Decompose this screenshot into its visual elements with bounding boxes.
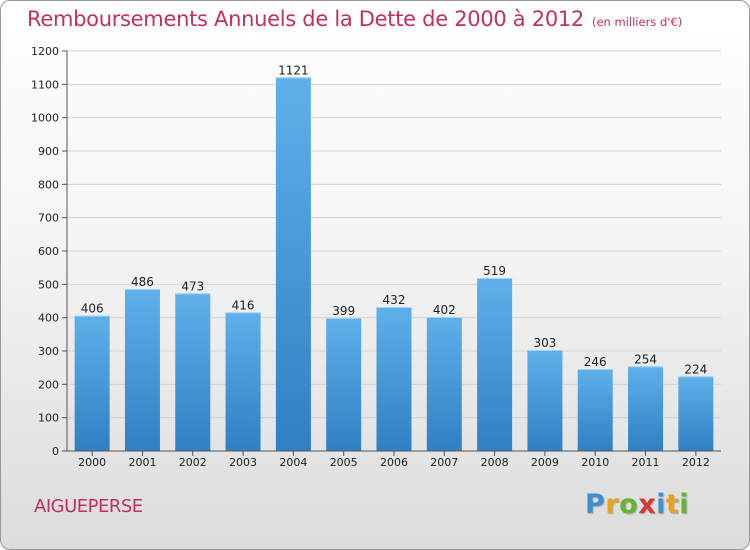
x-tick-label: 2011 <box>632 456 660 469</box>
bar-value-label: 402 <box>433 303 456 317</box>
bar[interactable] <box>628 366 664 451</box>
logo-letter: r <box>605 489 620 520</box>
bar-value-label: 246 <box>584 355 607 369</box>
bar-value-label: 473 <box>181 279 204 293</box>
bar[interactable] <box>678 376 714 451</box>
y-tick-label: 100 <box>38 412 59 425</box>
logo-letter: i <box>679 489 690 520</box>
y-tick-label: 1000 <box>31 112 59 125</box>
x-tick-label: 2000 <box>78 456 106 469</box>
bar-value-label: 416 <box>232 298 255 312</box>
commune-name: AIGUEPERSE <box>34 496 143 517</box>
bar[interactable] <box>477 278 513 451</box>
bar-value-label: 406 <box>81 302 104 316</box>
x-tick-label: 2010 <box>581 456 609 469</box>
logo-letter: i <box>656 489 666 520</box>
x-tick-label: 2012 <box>682 456 710 469</box>
axes <box>62 50 721 456</box>
chart-title: Remboursements Annuels de la Dette de 20… <box>27 7 682 31</box>
y-tick-label: 800 <box>38 178 59 191</box>
logo-letter: x <box>638 489 657 520</box>
bar[interactable] <box>124 289 160 451</box>
y-tick-label: 0 <box>52 445 59 458</box>
bar-value-label: 1121 <box>278 63 309 77</box>
x-tick-label: 2001 <box>128 456 156 469</box>
bar-value-label: 254 <box>634 352 657 366</box>
bars <box>74 77 714 451</box>
bar[interactable] <box>275 77 311 451</box>
bar[interactable] <box>376 307 412 451</box>
bar[interactable] <box>326 318 362 451</box>
y-tick-label: 700 <box>38 212 59 225</box>
y-tick-label: 500 <box>38 278 59 291</box>
bar-value-label: 224 <box>684 362 707 376</box>
y-tick-label: 1200 <box>31 45 59 58</box>
x-tick-label: 2002 <box>179 456 207 469</box>
chart-title-text: Remboursements Annuels de la Dette de 20… <box>27 7 584 31</box>
bar-value-label: 519 <box>483 264 506 278</box>
bar[interactable] <box>74 315 110 451</box>
labels: 0 100 200 300 400 500 600 700 800 900 1000 1100 1200… <box>31 45 710 469</box>
y-tick-label: 1100 <box>31 78 59 91</box>
x-tick-label: 2006 <box>380 456 408 469</box>
bar[interactable] <box>175 293 211 451</box>
logo-letter: t <box>665 489 680 520</box>
bar[interactable] <box>426 317 462 451</box>
x-tick-label: 2007 <box>430 456 458 469</box>
chart-unit: (en milliers d'€) <box>592 15 683 29</box>
x-tick-label: 2009 <box>531 456 559 469</box>
bar-value-label: 303 <box>533 336 556 350</box>
bar-value-label: 432 <box>383 293 406 307</box>
x-tick-label: 2003 <box>229 456 257 469</box>
bar[interactable] <box>527 350 563 451</box>
y-tick-label: 200 <box>38 378 59 391</box>
x-tick-label: 2004 <box>279 456 307 469</box>
y-tick-label: 600 <box>38 245 59 258</box>
y-tick-label: 400 <box>38 312 59 325</box>
x-tick-label: 2005 <box>330 456 358 469</box>
logo-letter: o <box>619 489 639 520</box>
bar-value-label: 486 <box>131 275 154 289</box>
y-tick-label: 900 <box>38 145 59 158</box>
logo-letter: P <box>585 489 606 520</box>
proxiti-logo[interactable]: Proxiti <box>585 489 689 520</box>
bar-value-label: 399 <box>332 304 355 318</box>
x-tick-label: 2008 <box>481 456 509 469</box>
y-tick-label: 300 <box>38 345 59 358</box>
bar[interactable] <box>577 369 613 451</box>
bar[interactable] <box>225 312 261 451</box>
